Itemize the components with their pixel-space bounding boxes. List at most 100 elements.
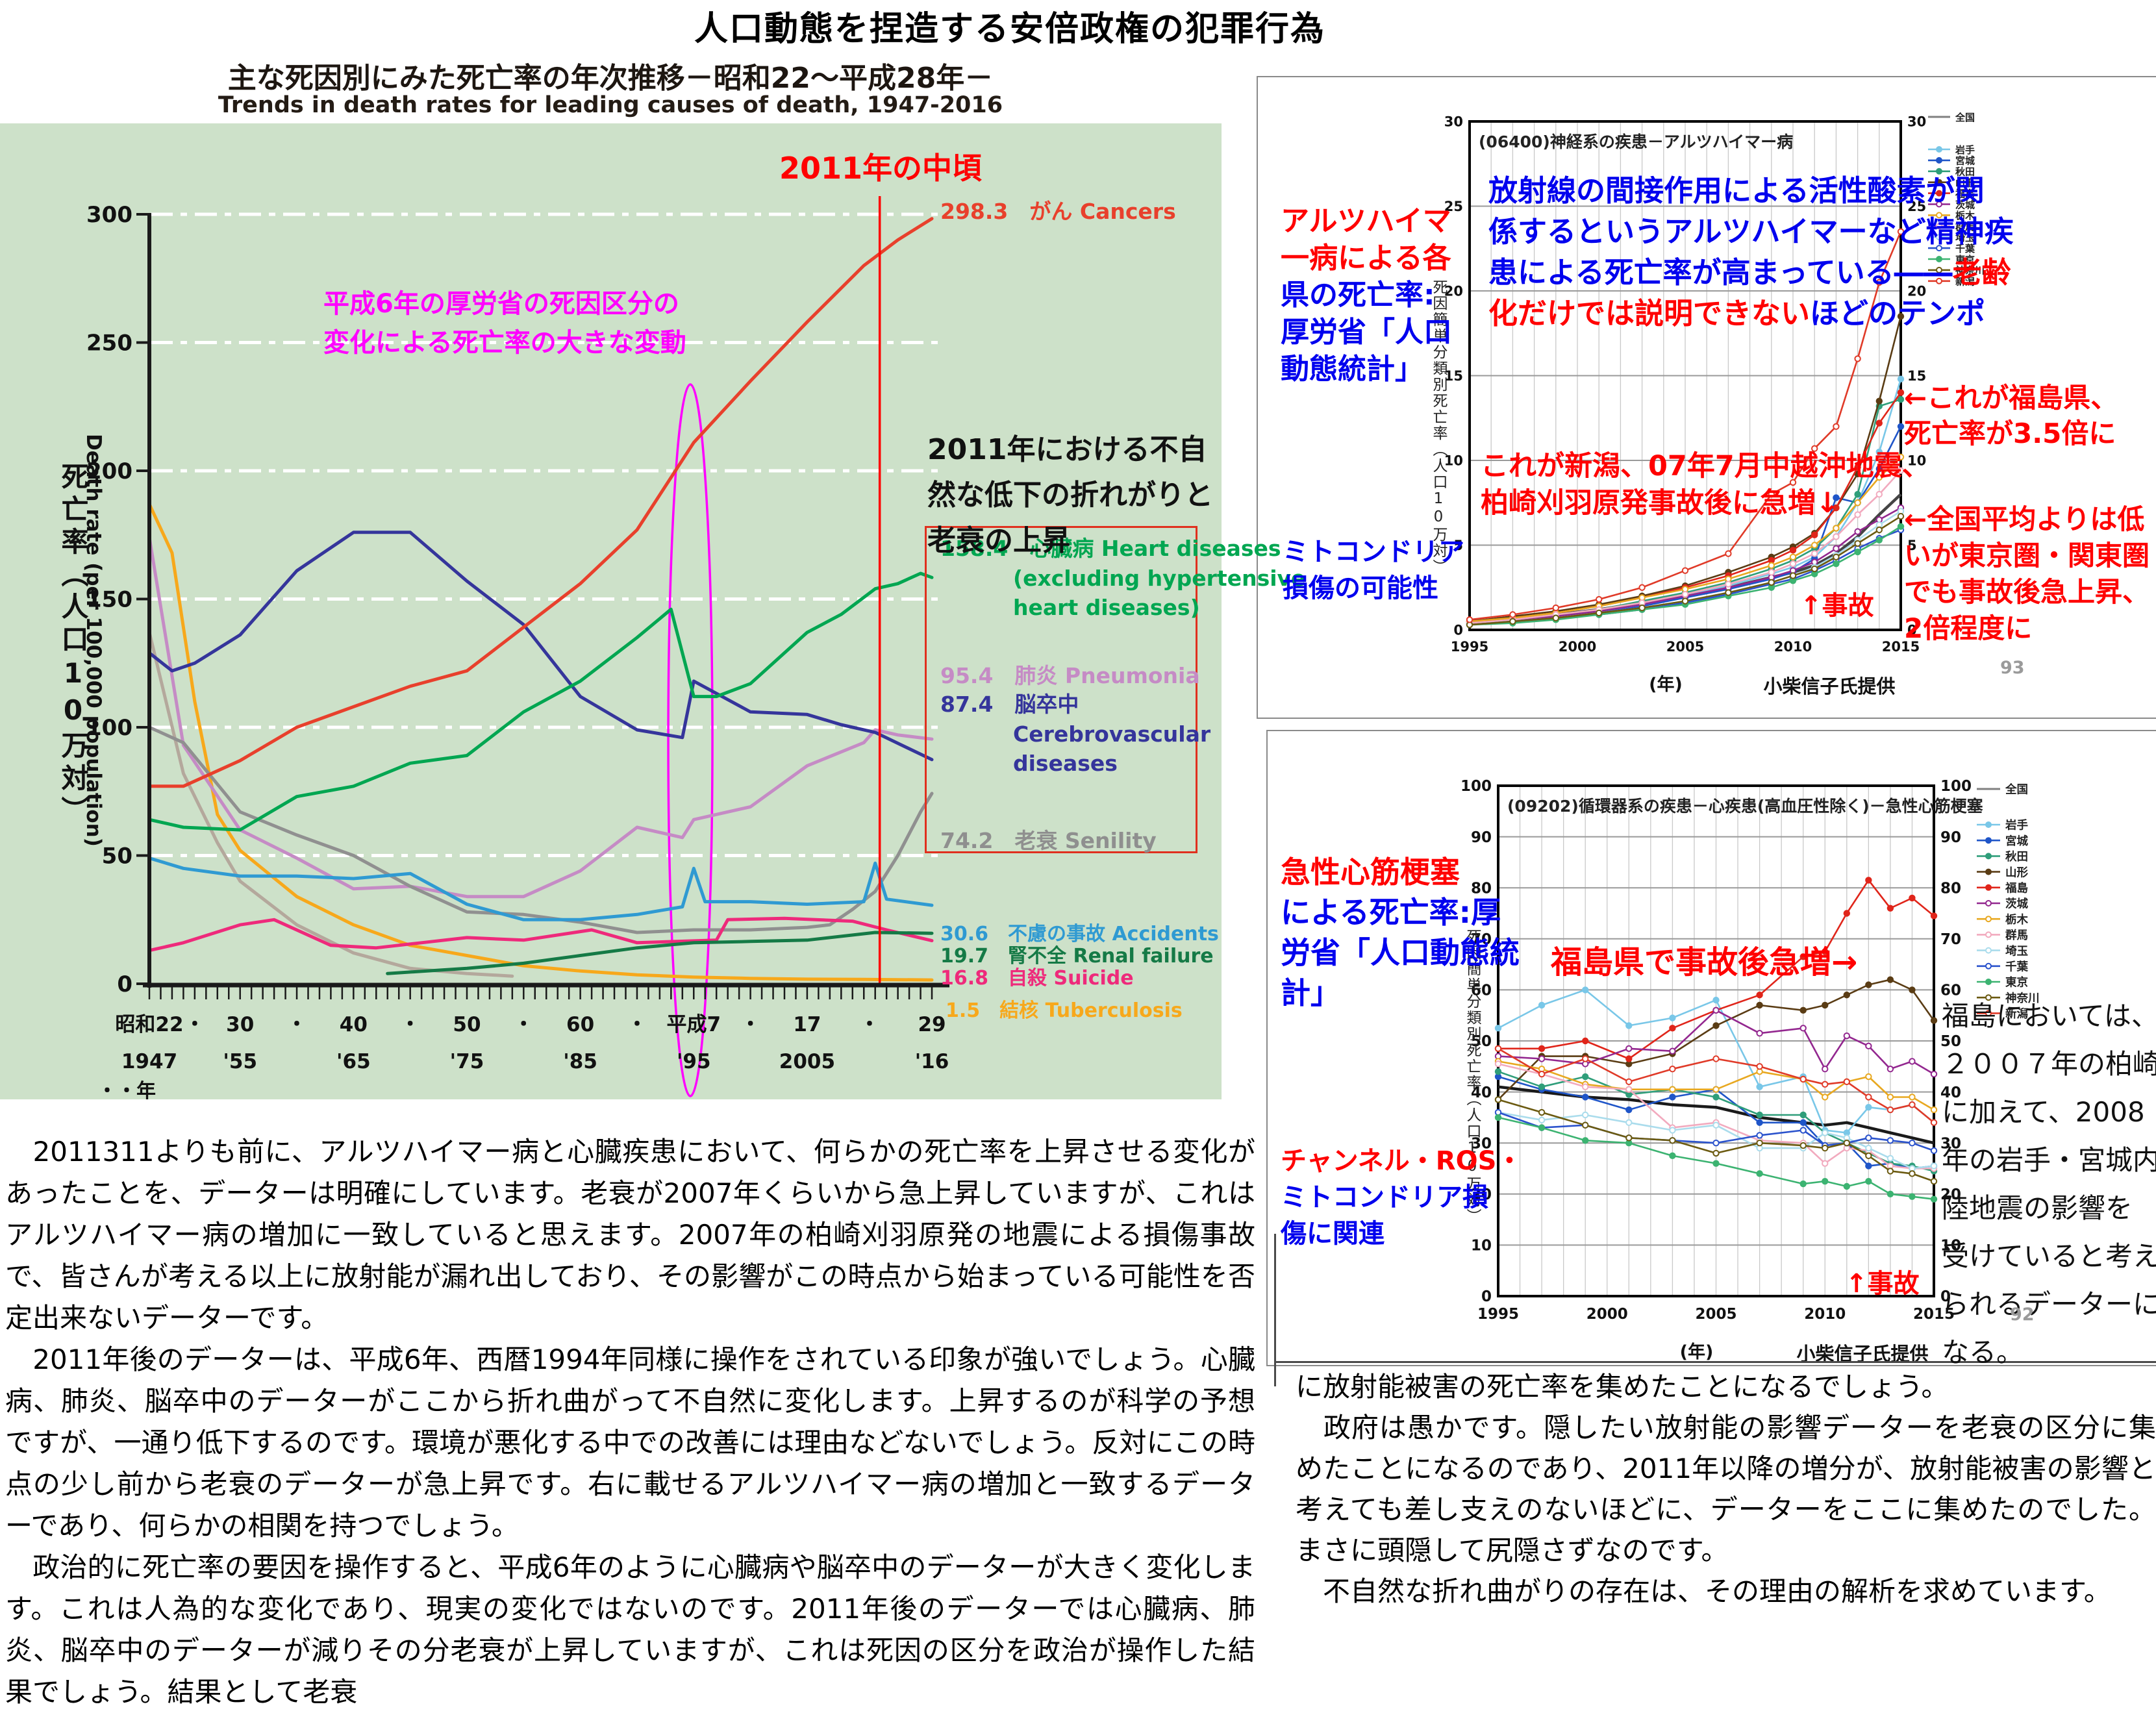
marker-gunma — [1854, 511, 1861, 518]
marker-gunma — [1494, 1060, 1502, 1068]
y-tick-label-left: 40 — [1471, 1084, 1492, 1101]
series-tochigi — [1469, 456, 1901, 623]
series-saitama — [1498, 1111, 1935, 1169]
marker-kanagawa — [1596, 609, 1603, 617]
marker-yamagata — [1843, 992, 1850, 999]
series-renal — [386, 931, 934, 975]
marker-akita — [1897, 395, 1905, 403]
marker-kanagawa — [1822, 1144, 1829, 1152]
legend-symbol-niigata — [1936, 277, 1942, 284]
series-tokyo — [1469, 525, 1901, 626]
y-tick-label: 100 — [86, 715, 132, 741]
marker-ibaraki — [1930, 1070, 1938, 1078]
marker-akita — [1799, 1111, 1807, 1119]
marker-iwate — [1875, 448, 1883, 456]
y-tick-label-right: 15 — [1907, 368, 1926, 384]
marker-fukushima — [1833, 504, 1840, 512]
marker-kanagawa — [1638, 604, 1646, 612]
marker-yamagata — [1909, 986, 1916, 994]
main-yaxis-label-jp: 死亡率（人口10万対） — [57, 462, 89, 829]
marker-tokyo — [1494, 1114, 1502, 1121]
marker-niigata — [1897, 228, 1905, 235]
marker-chiba — [1756, 1132, 1763, 1139]
marker-tokyo — [1843, 1182, 1850, 1190]
marker-niigata — [1865, 1094, 1872, 1101]
marker-akita — [1712, 1094, 1720, 1101]
marker-iwate — [1494, 1025, 1502, 1032]
x-tick-label: 2010 — [1804, 1306, 1846, 1323]
series-senility — [147, 725, 934, 934]
legend-label-tochigi: 栃木 — [1955, 210, 1975, 221]
series-gunma — [1498, 1063, 1934, 1169]
y-tick-label-right: 90 — [1940, 829, 1961, 846]
marker-niigata — [1538, 1070, 1546, 1078]
series-suicide — [147, 916, 934, 953]
x-label-wareki: ・ — [287, 1013, 307, 1036]
plot-border — [1497, 784, 1935, 1297]
marker-gunma — [1725, 581, 1732, 588]
marker-kanagawa — [1494, 1096, 1502, 1103]
legend-symbol-akita — [1936, 168, 1942, 175]
legend-label-miyagi: 宮城 — [1955, 155, 1975, 167]
inner-title: (09202)循環器系の疾患－心疾患(高血圧性除く)－急性心筋梗塞 — [1507, 797, 1983, 816]
marker-kanagawa — [1833, 553, 1840, 560]
marker-saitama — [1538, 1116, 1546, 1124]
marker-tokyo — [1712, 1160, 1720, 1167]
legend-label-saitama: 埼玉 — [1955, 232, 1975, 244]
legend-symbol-tochigi — [1985, 916, 1992, 923]
series-pneumonia — [147, 536, 934, 899]
y-tick-label-left: 70 — [1471, 931, 1492, 948]
marker-niigata — [1669, 1066, 1676, 1073]
marker-yamagata — [1756, 1001, 1763, 1009]
series-yamagata — [1498, 979, 1935, 1101]
marker-ibaraki — [1822, 1066, 1829, 1073]
x-label-wareki: ・ — [627, 1013, 647, 1036]
y-tick-label-right: 0 — [1940, 1288, 1951, 1305]
marker-niigata — [1822, 1081, 1829, 1088]
marker-fukushima — [1538, 1045, 1546, 1052]
marker-tokyo — [1886, 1190, 1894, 1197]
x-label-seireki: '75 — [450, 1050, 484, 1073]
alzheimer-chart-svg: 0 0 5 5 10 10 15 15 20 20 25 25 30 30 1995 2000 2005 2010… — [1444, 112, 1985, 697]
marker-niigata — [1875, 279, 1883, 286]
marker-kanagawa — [1789, 572, 1797, 579]
legend-label-akita: 秋田 — [1955, 166, 1975, 178]
x-label-wareki: ・ — [859, 1013, 879, 1036]
marker-yamagata — [1712, 1022, 1720, 1029]
marker-tochigi — [1789, 553, 1797, 560]
marker-miyagi — [1625, 1106, 1633, 1114]
y-tick-label-left: 20 — [1471, 1186, 1492, 1203]
series-accidents — [147, 856, 934, 921]
marker-niigata — [1843, 1078, 1850, 1086]
series-kanagawa — [1498, 1099, 1935, 1182]
legend-label-zenkoku: 全国 — [2005, 783, 2028, 797]
marker-kanagawa — [1582, 1121, 1589, 1129]
marker-chiba — [1865, 1134, 1872, 1142]
x-label-wareki: 30 — [226, 1013, 254, 1036]
y-tick-label-left: 30 — [1444, 114, 1463, 130]
main-chart-area: 0 50 100 150 200 250 300 昭和22 ・ 30 ・ 40 ・ 50 ・ 60 ・平成7 ・ 1… — [0, 123, 1222, 1099]
column-divider — [1274, 1234, 1276, 1386]
marker-niigata — [1638, 584, 1646, 591]
marker-niigata — [1712, 1055, 1720, 1062]
x-label-wareki: ・ — [400, 1013, 420, 1036]
marker-niigata — [1909, 1101, 1916, 1108]
marker-kanagawa — [1756, 1140, 1763, 1147]
body-text-right: に放射能被害の死亡率を集めたことになるでしょう。 政府は愚かです。隠したい放射能… — [1296, 1366, 2156, 1612]
y-tick-label-right: 40 — [1940, 1084, 1961, 1101]
marker-kanagawa — [1930, 1177, 1938, 1185]
legend-symbol-ibaraki — [1936, 201, 1942, 208]
y-tick-label-left: 100 — [1460, 778, 1492, 795]
marker-kanagawa — [1854, 540, 1861, 547]
legend-symbol-tochigi — [1936, 212, 1942, 219]
y-tick-label-left: 80 — [1471, 880, 1492, 897]
marker-akita — [1756, 1111, 1763, 1119]
series-ibaraki — [1498, 1009, 1935, 1075]
marker-gunma — [1897, 467, 1905, 474]
heisei6-ellipse — [667, 383, 714, 1097]
marker-tokyo — [1909, 1193, 1916, 1200]
legend-symbol-niigata — [1985, 1010, 1992, 1017]
marker-miyagi — [1897, 423, 1905, 430]
marker-kanagawa — [1509, 618, 1516, 625]
y-tick-label: 50 — [102, 844, 132, 869]
